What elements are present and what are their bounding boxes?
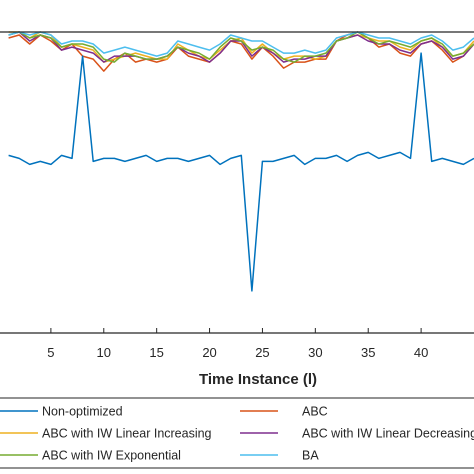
x-tick-label: 25 bbox=[255, 345, 269, 360]
x-tick-label: 20 bbox=[202, 345, 216, 360]
legend-label-abc-with-iw-exponential: ABC with IW Exponential bbox=[42, 449, 181, 463]
legend-label-ba: BA bbox=[302, 449, 319, 463]
series-line-ba bbox=[8, 31, 474, 57]
legend-box bbox=[0, 397, 474, 469]
series-line-abc bbox=[8, 31, 474, 72]
legend-label-abc-with-iw-linear-increasing: ABC with IW Linear Increasing bbox=[42, 427, 212, 441]
series-line-abc-with-iw-exponential bbox=[8, 31, 474, 63]
x-axis-label: Time Instance (l) bbox=[199, 371, 317, 388]
x-tick-label: 40 bbox=[414, 345, 428, 360]
x-tick-label: 5 bbox=[47, 345, 54, 360]
x-axis-ticks: 5 10 15 20 25 30 35 40 bbox=[47, 328, 428, 360]
series-line-non-optimized bbox=[8, 52, 474, 292]
series-line-abc-with-iw-linear-decreasing bbox=[8, 31, 474, 63]
x-tick-label: 15 bbox=[149, 345, 163, 360]
legend-label-abc: ABC bbox=[302, 405, 328, 419]
plot-area bbox=[8, 31, 474, 292]
plot-frame bbox=[0, 31, 474, 334]
series-line-abc-with-iw-linear-increasing bbox=[8, 31, 474, 63]
legend-label-non-optimized: Non-optimized bbox=[42, 405, 123, 419]
x-tick-label: 35 bbox=[361, 345, 375, 360]
legend: Non-optimized ABC ABC with IW Linear Incre… bbox=[0, 397, 474, 469]
legend-label-abc-with-iw-linear-decreasing: ABC with IW Linear Decreasing bbox=[302, 427, 474, 441]
x-tick-label: 30 bbox=[308, 345, 322, 360]
x-tick-label: 10 bbox=[97, 345, 111, 360]
